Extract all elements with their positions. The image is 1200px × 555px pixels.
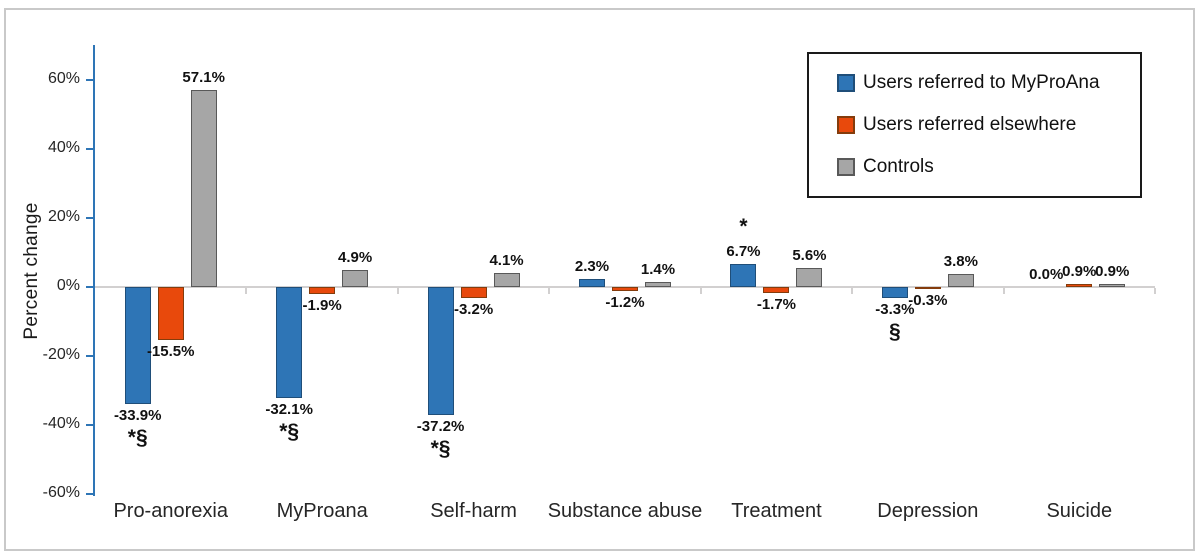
- y-tick-label-0: 0%: [56, 277, 80, 294]
- bar-users-referred-to-myproana-pro-anorexia: [124, 287, 151, 404]
- category-boundary-tick: [1002, 288, 1005, 294]
- value-label-controls-myproana: 4.9%: [338, 249, 373, 266]
- x-label-myproana: MyProana: [276, 500, 368, 522]
- y-tick-0: [86, 286, 93, 288]
- bar-users-referred-elsewhere-treatment: [763, 287, 790, 293]
- value-label-users-referred-elsewhere-substance-abuse: -1.2%: [605, 294, 645, 311]
- y-tick-label-60: 60%: [47, 70, 80, 87]
- value-label-controls-self-harm: 4.1%: [489, 252, 524, 269]
- legend-item-controls: Controls: [837, 156, 1140, 178]
- significance-marker-users-referred-to-myproana-myproana: *§: [279, 420, 300, 443]
- legend: Users referred to MyProAna Users referre…: [807, 52, 1142, 198]
- bar-controls-myproana: [342, 270, 369, 287]
- value-label-controls-treatment: 5.6%: [792, 247, 827, 264]
- bar-controls-treatment: [796, 268, 823, 287]
- value-label-users-referred-elsewhere-pro-anorexia: -15.5%: [146, 343, 195, 360]
- y-tick-label-40: 40%: [47, 139, 80, 156]
- bar-users-referred-to-myproana-myproana: [276, 287, 303, 398]
- x-label-suicide: Suicide: [1046, 500, 1113, 522]
- value-label-users-referred-to-myproana-suicide: 0.0%: [1029, 266, 1064, 283]
- bar-users-referred-elsewhere-depression: [914, 287, 941, 289]
- category-boundary-tick: [548, 288, 551, 294]
- bar-controls-self-harm: [493, 273, 520, 287]
- bar-users-referred-elsewhere-pro-anorexia: [157, 287, 184, 340]
- x-label-self-harm: Self-harm: [430, 500, 517, 522]
- value-label-users-referred-elsewhere-treatment: -1.7%: [756, 296, 797, 313]
- legend-swatch-blue: [837, 74, 855, 92]
- category-boundary-tick: [245, 288, 248, 294]
- y-tick-label-40: -40%: [42, 415, 80, 432]
- x-label-treatment: Treatment: [731, 500, 822, 522]
- legend-label: Users referred to MyProAna: [863, 72, 1100, 93]
- significance-marker-users-referred-to-myproana-pro-anorexia: *§: [127, 426, 148, 449]
- value-label-users-referred-to-myproana-self-harm: -37.2%: [416, 418, 465, 435]
- x-label-pro-anorexia: Pro-anorexia: [113, 500, 228, 522]
- y-tick-20: [86, 355, 93, 357]
- bar-users-referred-to-myproana-depression: [881, 287, 908, 298]
- category-boundary-tick: [396, 288, 399, 294]
- bar-users-referred-elsewhere-myproana: [309, 287, 336, 294]
- value-label-users-referred-elsewhere-self-harm: -3.2%: [453, 301, 494, 318]
- y-tick-60: [86, 79, 93, 81]
- bar-controls-suicide: [1099, 284, 1126, 287]
- category-boundary-tick: [1154, 288, 1156, 294]
- y-axis-line: [93, 45, 95, 496]
- x-label-depression: Depression: [877, 500, 979, 522]
- value-label-users-referred-to-myproana-treatment: 6.7%: [726, 243, 761, 260]
- significance-marker-users-referred-to-myproana-treatment: *: [739, 215, 748, 238]
- bar-users-referred-elsewhere-suicide: [1066, 284, 1093, 287]
- value-label-users-referred-to-myproana-pro-anorexia: -33.9%: [113, 407, 162, 424]
- value-label-users-referred-to-myproana-depression: -3.3%: [875, 301, 915, 318]
- bar-controls-depression: [947, 274, 974, 287]
- significance-marker-users-referred-to-myproana-self-harm: *§: [430, 437, 451, 460]
- y-tick-label-20: 20%: [47, 208, 80, 225]
- value-label-controls-pro-anorexia: 57.1%: [182, 69, 225, 86]
- value-label-users-referred-elsewhere-suicide: 0.9%: [1062, 263, 1097, 280]
- category-boundary-tick: [851, 288, 854, 294]
- value-label-users-referred-elsewhere-depression: -0.3%: [908, 292, 948, 309]
- y-tick-20: [86, 217, 93, 219]
- x-label-substance-abuse: Substance abuse: [547, 500, 703, 522]
- value-label-users-referred-elsewhere-myproana: -1.9%: [302, 297, 342, 314]
- legend-swatch-gray: [837, 158, 855, 176]
- bar-controls-substance-abuse: [645, 282, 671, 287]
- legend-item-users-referred-to-myproana: Users referred to MyProAna: [837, 72, 1140, 94]
- bar-users-referred-to-myproana-substance-abuse: [579, 279, 605, 287]
- value-label-controls-substance-abuse: 1.4%: [640, 261, 676, 278]
- legend-label: Controls: [863, 156, 934, 177]
- y-tick-60: [86, 493, 93, 495]
- bar-users-referred-to-myproana-self-harm: [427, 287, 454, 415]
- significance-marker-users-referred-to-myproana-depression: §: [889, 320, 901, 343]
- value-label-users-referred-to-myproana-myproana: -32.1%: [265, 401, 313, 418]
- y-tick-label-20: -20%: [42, 346, 80, 363]
- legend-label: Users referred elsewhere: [863, 114, 1077, 135]
- legend-item-users-referred-elsewhere: Users referred elsewhere: [837, 114, 1140, 136]
- value-label-controls-suicide: 0.9%: [1095, 263, 1130, 280]
- value-label-controls-depression: 3.8%: [943, 253, 978, 270]
- value-label-users-referred-to-myproana-substance-abuse: 2.3%: [574, 258, 610, 275]
- bar-users-referred-elsewhere-substance-abuse: [612, 287, 638, 291]
- legend-swatch-orange: [837, 116, 855, 134]
- bar-controls-pro-anorexia: [190, 90, 217, 287]
- y-tick-40: [86, 148, 93, 150]
- category-boundary-tick: [699, 288, 702, 294]
- y-tick-40: [86, 424, 93, 426]
- bar-users-referred-elsewhere-self-harm: [460, 287, 487, 298]
- bar-users-referred-to-myproana-treatment: [730, 264, 757, 287]
- y-tick-label-60: -60%: [42, 484, 80, 501]
